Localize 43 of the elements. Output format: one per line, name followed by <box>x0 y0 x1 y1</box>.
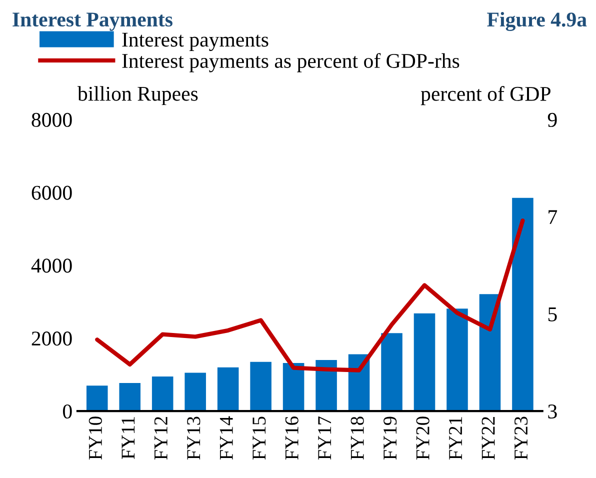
bar <box>316 360 337 412</box>
y-tick-label: 2000 <box>32 332 72 346</box>
y2-axis-title: percent of GDP <box>420 86 550 106</box>
legend-label: Interest payments <box>122 32 268 52</box>
x-tick-label: FY23 <box>514 416 528 460</box>
chart-title: Interest Payments <box>12 12 172 31</box>
line-series <box>95 218 525 372</box>
x-tick-label: FY10 <box>88 416 102 460</box>
bar <box>512 198 534 412</box>
bar <box>250 362 272 412</box>
x-tick-label: FY18 <box>350 416 364 460</box>
x-tick-label: FY12 <box>154 417 168 460</box>
bar <box>414 313 436 412</box>
bar <box>381 333 402 412</box>
y2-tick-label: 3 <box>548 404 557 419</box>
x-tick-label: FY14 <box>220 416 233 460</box>
x-tick-label: FY16 <box>285 416 298 460</box>
legend-label: Interest payments as percent of GDP-rhs <box>122 53 460 72</box>
x-tick-label: FY20 <box>416 416 430 460</box>
x-tick-label: FY15 <box>252 416 266 460</box>
x-tick-label: FY19 <box>384 416 397 460</box>
x-tick-label: FY22 <box>482 417 495 460</box>
bar <box>184 372 206 412</box>
y-tick-label: 8000 <box>32 112 72 127</box>
bar <box>479 294 501 412</box>
y-axis-title: billion Rupees <box>77 86 198 106</box>
x-tick-label: FY17 <box>318 416 331 460</box>
y-tick-label: 0 <box>62 404 72 419</box>
bar <box>282 362 304 412</box>
y-tick-label: 6000 <box>32 186 72 200</box>
x-tick-label: FY21 <box>449 417 462 460</box>
bar <box>119 383 140 412</box>
y-tick-label: 4000 <box>31 258 72 273</box>
x-tick-label: FY11 <box>122 417 135 459</box>
y2-tick-label: 7 <box>548 210 558 224</box>
y2-tick-label: 5 <box>548 307 557 322</box>
bar <box>217 367 239 412</box>
x-tick-label: FY13 <box>187 416 200 460</box>
bar <box>152 376 174 412</box>
y2-tick-label: 9 <box>548 112 557 127</box>
chart-subtitle: Figure 4.9a <box>487 12 587 32</box>
bar <box>86 386 108 412</box>
bar <box>446 308 468 412</box>
